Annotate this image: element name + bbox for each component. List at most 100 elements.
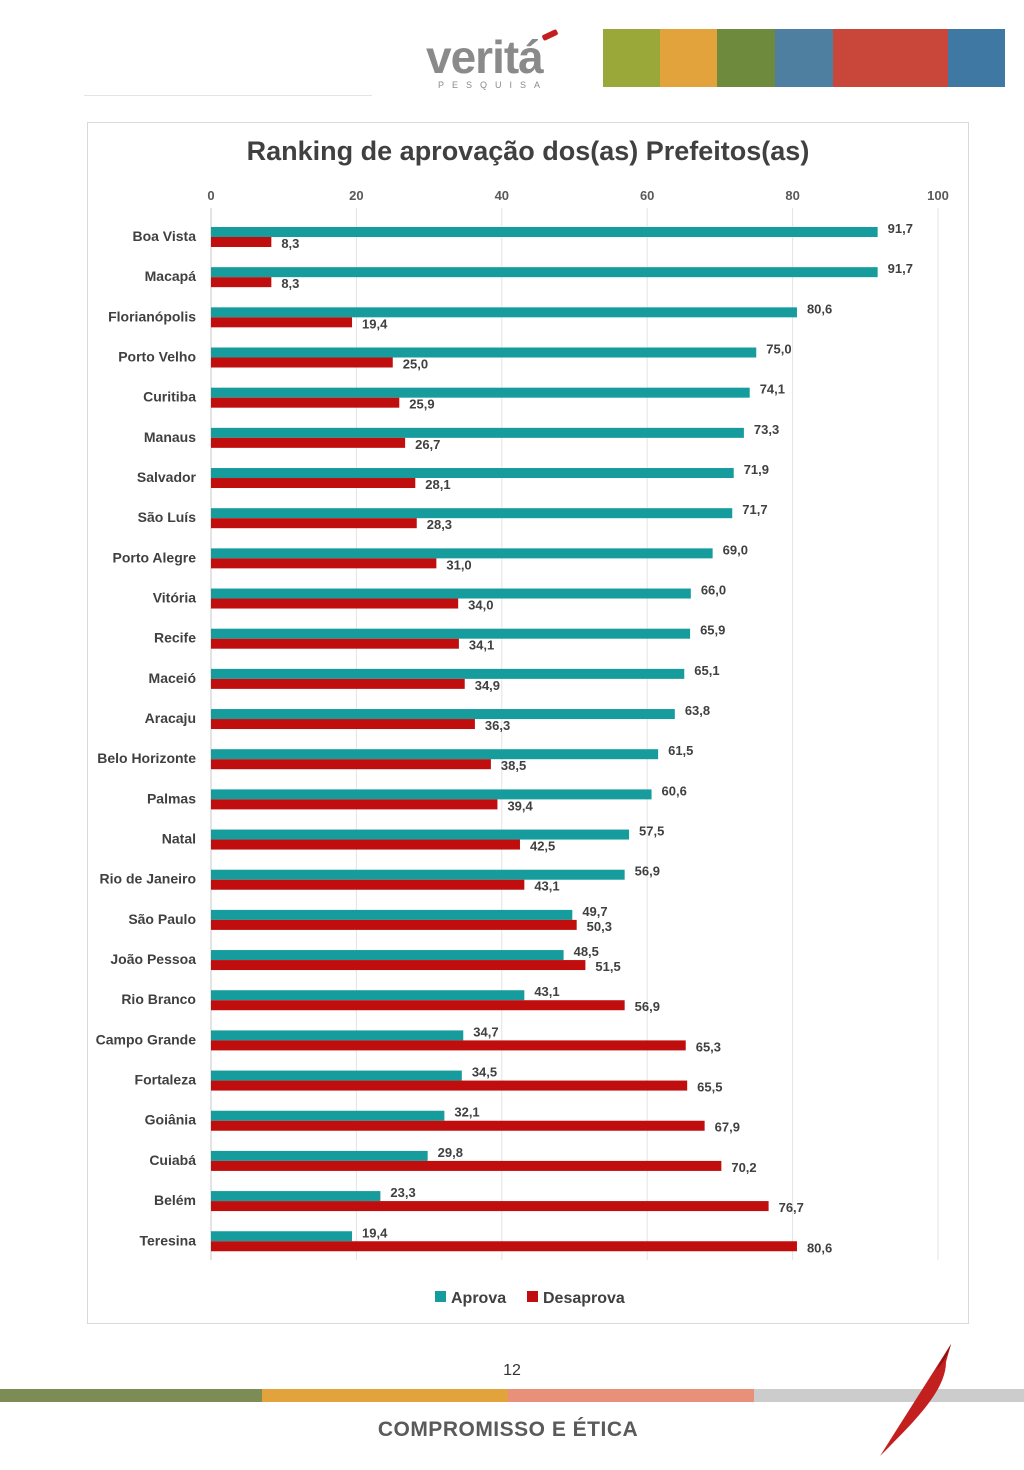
bar-aprova [211,1110,445,1121]
data-label-desaprova: 65,5 [697,1080,722,1095]
data-label-desaprova: 25,0 [403,357,428,372]
bar-aprova [211,628,691,639]
category-label: São Luís [138,509,197,525]
data-label-desaprova: 34,9 [475,678,500,693]
category-label: Aracaju [145,710,196,726]
data-label-desaprova: 26,7 [415,437,440,452]
bar-desaprova [211,719,475,730]
data-label-aprova: 43,1 [534,984,559,999]
data-label-aprova: 23,3 [390,1185,415,1200]
legend-label: Aprova [451,1290,506,1307]
bar-aprova [211,869,625,880]
bar-aprova [211,668,685,679]
bar-desaprova [211,558,437,569]
bar-desaprova [211,478,416,489]
bar-desaprova [211,960,586,971]
category-label: Fortaleza [135,1072,197,1088]
footer-slogan: COMPROMISSO E ÉTICA [377,1418,639,1441]
bar-desaprova [211,1000,625,1011]
category-label: Vitória [153,590,197,606]
legend-swatch [527,1291,538,1302]
bar-desaprova [211,879,525,890]
bar-desaprova [211,357,393,368]
data-label-desaprova: 70,2 [731,1160,756,1175]
footer-color-bar [0,1389,1024,1402]
bar-desaprova [211,598,459,609]
category-label: Curitiba [143,389,196,405]
bar-desaprova [211,799,498,810]
category-label: Natal [162,831,196,847]
bar-aprova [211,468,734,479]
data-label-aprova: 65,1 [694,663,719,678]
category-label: Rio de Janeiro [100,871,196,887]
data-label-desaprova: 76,7 [779,1200,804,1215]
data-label-aprova: 73,3 [754,422,779,437]
data-label-aprova: 65,9 [700,623,725,638]
data-label-desaprova: 51,5 [595,959,620,974]
bar-aprova [211,1191,381,1202]
bar-aprova [211,307,797,318]
data-label-desaprova: 42,5 [530,839,555,854]
header-divider [84,95,372,96]
data-label-desaprova: 25,9 [409,397,434,412]
data-label-aprova: 32,1 [454,1105,479,1120]
data-label-aprova: 71,9 [744,462,769,477]
category-label: Florianópolis [108,308,196,324]
x-tick-label: 100 [927,188,949,203]
bar-desaprova [211,1160,722,1171]
footer-bar-segment [754,1389,1024,1402]
logo-subtitle: PESQUISA [438,80,549,90]
bar-aprova [211,1150,428,1161]
bar-aprova [211,1070,462,1081]
category-label: Belém [154,1192,196,1208]
category-label: Belo Horizonte [97,750,196,766]
category-label: Cuiabá [149,1152,196,1168]
data-label-desaprova: 56,9 [635,999,660,1014]
bar-desaprova [211,237,272,247]
bar-desaprova [211,678,465,689]
verita-logo: veritá PESQUISA [426,28,566,92]
bar-desaprova [211,839,520,850]
data-label-aprova: 63,8 [685,703,710,718]
bar-desaprova [211,638,459,649]
bar-aprova [211,829,630,840]
data-label-aprova: 19,4 [362,1225,388,1240]
category-label: Rio Branco [121,991,196,1007]
data-label-aprova: 66,0 [701,583,726,598]
data-label-desaprova: 34,1 [469,638,494,653]
bar-aprova [211,548,713,559]
data-label-desaprova: 43,1 [534,879,559,894]
data-label-desaprova: 19,4 [362,316,388,331]
data-label-desaprova: 31,0 [446,557,471,572]
bar-aprova [211,588,691,599]
footer-bar-segment [262,1389,508,1402]
category-label: Porto Alegre [113,549,197,565]
bar-desaprova [211,1201,769,1212]
data-label-desaprova: 65,3 [696,1039,721,1054]
data-label-desaprova: 28,1 [425,477,450,492]
data-label-aprova: 91,7 [888,221,913,236]
bar-desaprova [211,759,491,770]
bar-desaprova [211,437,406,448]
logo-wordmark: veritá [426,31,544,83]
footer-bar-segment [508,1389,754,1402]
bar-aprova [211,427,744,438]
category-label: Boa Vista [132,228,196,244]
category-label: João Pessoa [110,951,196,967]
category-label: Goiânia [145,1112,197,1128]
approval-bar-chart: 0 20 40 60 80 100 Boa Vista 91,7 8,3 Macapá 91,7 8,… [96,188,949,1307]
data-label-aprova: 75,0 [766,342,791,357]
bar-aprova [211,347,757,358]
photo-tile [775,29,833,87]
bar-desaprova [211,397,400,408]
bar-desaprova [211,1040,686,1051]
footer-bar-segment [0,1389,262,1402]
category-label: Salvador [137,469,197,485]
data-label-aprova: 91,7 [888,261,913,276]
x-tick-label: 0 [207,188,214,203]
data-label-desaprova: 8,3 [281,276,299,291]
category-label: Campo Grande [96,1031,197,1047]
bar-aprova [211,990,525,1001]
bar-aprova [211,749,659,760]
data-label-desaprova: 28,3 [427,517,452,532]
